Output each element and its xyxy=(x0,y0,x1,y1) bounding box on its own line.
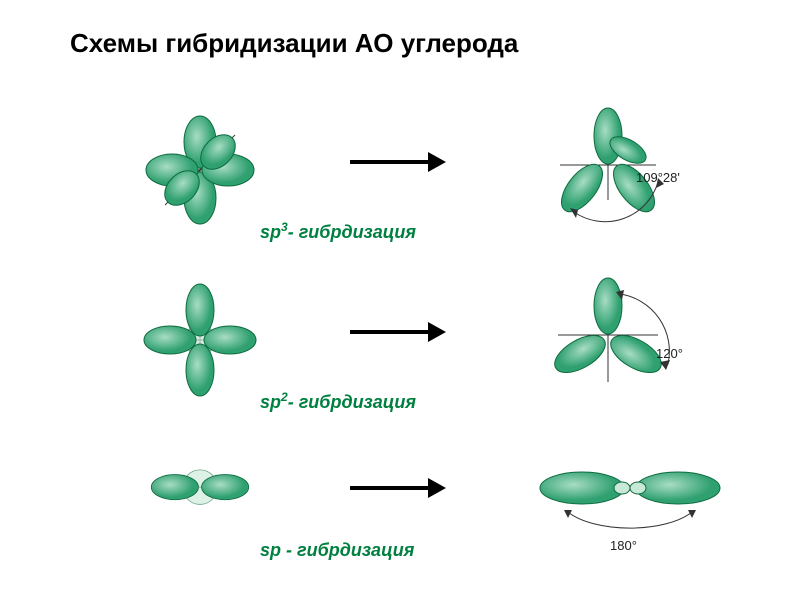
sp2-before-orbital xyxy=(130,270,270,410)
sp-row: sp - гибрдизация 180° xyxy=(0,430,800,590)
sp-caption: sp - гибрдизация xyxy=(260,538,414,561)
sp2-angle-label: 120° xyxy=(656,346,683,361)
sp3-row: sp3- гибрдизация 109°28' xyxy=(0,90,800,250)
sp3-angle-label: 109°28' xyxy=(636,170,680,185)
page-title: Схемы гибридизации АО углерода xyxy=(70,28,518,59)
sp-before-orbital xyxy=(130,440,270,580)
sp2-arrow xyxy=(350,322,450,342)
sp3-before-orbital xyxy=(130,100,270,240)
sp2-after-orbital xyxy=(530,270,690,410)
sp-angle-label: 180° xyxy=(610,538,637,553)
sp3-caption: sp3- гибрдизация xyxy=(260,220,416,243)
sp2-caption: sp2- гибрдизация xyxy=(260,390,416,413)
sp2-row: sp2- гибрдизация 120° xyxy=(0,260,800,420)
sp3-arrow xyxy=(350,152,450,172)
sp-after-orbital xyxy=(530,440,690,580)
sp-arrow xyxy=(350,478,450,498)
